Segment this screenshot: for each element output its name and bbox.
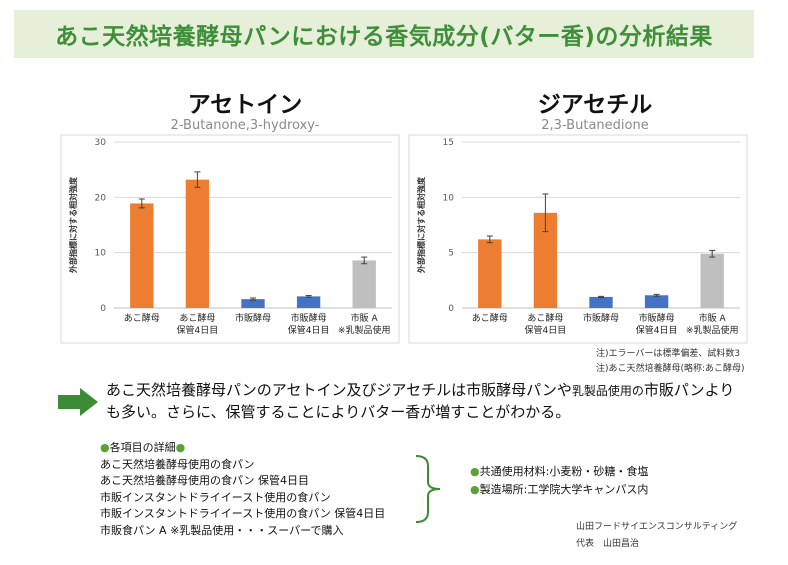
bar [296, 296, 321, 308]
curly-brace-icon [415, 455, 441, 523]
details-list: ●各項目の詳細● あこ天然培養酵母使用の食パン あこ天然培養酵母使用の食パン 保… [100, 440, 385, 540]
x-tick-label: あこ酵母 [124, 313, 160, 324]
y-tick-label: 0 [448, 304, 454, 314]
y-tick-label: 10 [95, 249, 107, 259]
x-tick-label: 保管4日目 [636, 324, 678, 336]
chart1-title: アセトイン [187, 92, 303, 118]
bar [130, 203, 154, 308]
details-item: あこ天然培養酵母使用の食パン [100, 457, 255, 471]
bar [241, 299, 265, 308]
y-axis-label: 外部指標に対する相対強度 [416, 176, 426, 273]
bar [478, 239, 502, 308]
details-item: あこ天然培養酵母使用の食パン 保管4日目 [100, 474, 310, 488]
representative-name: 代表 山田昌治 [576, 539, 640, 549]
conclusion-text: あこ天然培養酵母パンのアセトイン及びジアセチルは市販酵母パンや乳製品使用の市販パ… [106, 380, 746, 423]
common-info: ●共通使用材料:小麦粉・砂糖・食塩 ●製造場所:工学院大学キャンパス内 [470, 463, 648, 499]
common-materials: ●共通使用材料:小麦粉・砂糖・食塩 [470, 465, 649, 478]
y-tick-label: 30 [95, 138, 107, 148]
chart1-subtitle: 2-Butanone,3-hydroxy- [170, 118, 320, 133]
bar [700, 253, 724, 308]
x-tick-label: 保管4日目 [177, 324, 219, 336]
x-tick-label: 市販 A [351, 312, 379, 324]
common-place: ●製造場所:工学院大学キャンパス内 [470, 483, 649, 496]
conclusion-line2: も多い。さらに、保管することによりバター香が増すことがわかる。 [106, 403, 571, 421]
page-title: あこ天然培養酵母パンにおける香気成分(バター香)の分析結果 [55, 24, 713, 50]
note-error-bars: 注)エラーバーは標準偏差、試料数3 [596, 349, 741, 359]
conclusion-part1: あこ天然培養酵母パンのアセトイン及びジアセチルは市販酵母パンや [106, 381, 572, 399]
bullet-icon: ● [470, 465, 480, 478]
chart2-title: ジアセチル [537, 92, 653, 118]
bar [589, 296, 613, 308]
company-name: 山田フードサイエンスコンサルティング [576, 522, 738, 532]
y-tick-label: 20 [95, 193, 107, 203]
chart-frame [408, 134, 748, 344]
conclusion-part2: 市販パンより [643, 381, 735, 399]
bullet-icon: ● [470, 483, 480, 496]
details-item: 市販インスタントドライイースト使用の食パン [100, 490, 331, 504]
y-tick-label: 0 [100, 304, 106, 314]
x-tick-label: 市販 A [699, 312, 727, 324]
x-tick-label: あこ酵母 [179, 313, 215, 324]
title-banner: あこ天然培養酵母パンにおける香気成分(バター香)の分析結果 [14, 10, 754, 58]
bar [644, 295, 669, 308]
chart-frame [60, 134, 400, 344]
x-tick-label: 市販酵母 [235, 312, 271, 324]
x-tick-label: あこ酵母 [472, 313, 508, 324]
note-abbreviation: 注)あこ天然培養酵母(略称:あこ酵母) [596, 364, 745, 374]
chart-notes: 注)エラーバーは標準偏差、試料数3 注)あこ天然培養酵母(略称:あこ酵母) [596, 347, 745, 377]
y-tick-label: 10 [443, 193, 455, 203]
bar [185, 179, 210, 308]
y-tick-label: 5 [448, 249, 454, 259]
details-heading: ●各項目の詳細● [100, 441, 186, 454]
details-item: 市販食パン A ※乳製品使用・・・スーパーで購入 [100, 523, 344, 537]
bullet-icon: ● [100, 441, 110, 454]
x-tick-label: 保管4日目 [525, 324, 567, 336]
y-axis-label: 外部指標に対する相対強度 [68, 176, 78, 273]
x-tick-label: 保管4日目 [288, 324, 330, 336]
bar [533, 212, 558, 308]
y-tick-label: 15 [443, 138, 454, 148]
credit: 山田フードサイエンスコンサルティング 代表 山田昌治 [576, 519, 737, 553]
right-arrow-icon [58, 388, 98, 416]
conclusion-small: 乳製品使用の [571, 384, 644, 398]
chart2-subtitle: 2,3-Butanedione [541, 118, 649, 133]
x-tick-label: ※乳製品使用 [338, 324, 391, 336]
x-tick-label: 市販酵母 [583, 312, 619, 324]
x-tick-label: 市販酵母 [639, 312, 675, 324]
x-tick-label: ※乳製品使用 [686, 324, 739, 336]
bar [352, 260, 376, 308]
bullet-icon: ● [175, 441, 186, 454]
x-tick-label: あこ酵母 [527, 313, 563, 324]
details-item: 市販インスタントドライイースト使用の食パン 保管4日目 [100, 507, 386, 521]
x-tick-label: 市販酵母 [291, 312, 327, 324]
